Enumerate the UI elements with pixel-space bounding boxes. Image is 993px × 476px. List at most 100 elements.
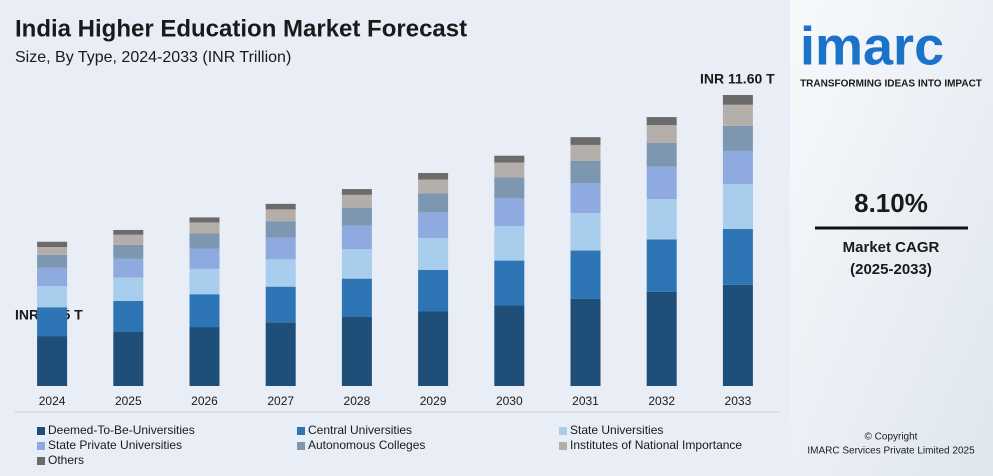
- bar-segment: [494, 177, 525, 199]
- bar-segment: [265, 322, 296, 386]
- x-tick-label: 2033: [725, 394, 752, 408]
- bar-segment: [418, 311, 449, 386]
- cagr-period: (2025-2033): [850, 261, 932, 278]
- legend-swatch: [37, 427, 45, 435]
- bar-segment: [646, 117, 677, 126]
- bar-segment: [265, 259, 296, 287]
- sidebar-panel: [790, 0, 993, 476]
- bar-segment: [113, 234, 144, 245]
- x-tick-label: 2025: [115, 394, 142, 408]
- x-tick-label: 2026: [191, 394, 218, 408]
- bar-segment: [189, 217, 220, 223]
- bar-segment: [37, 286, 68, 308]
- bar-segment: [113, 300, 144, 332]
- bar-segment: [570, 144, 601, 161]
- legend-label: Deemed-To-Be-Universities: [48, 423, 195, 437]
- bar-segment: [646, 199, 677, 240]
- bar-segment: [341, 317, 372, 386]
- x-tick-label: 2030: [496, 394, 523, 408]
- legend-label: State Universities: [570, 423, 663, 437]
- x-tick-label: 2028: [344, 394, 371, 408]
- bar-segment: [494, 260, 525, 306]
- bar-segment: [113, 229, 144, 235]
- bar-segment: [189, 222, 220, 234]
- bar-segment: [113, 331, 144, 386]
- bar-segment: [494, 305, 525, 386]
- cagr-value: 8.10%: [854, 188, 928, 218]
- bar-segment: [570, 183, 601, 214]
- x-tick-label: 2029: [420, 394, 447, 408]
- company: IMARC Services Private Limited 2025: [807, 446, 975, 457]
- bar-segment: [37, 267, 68, 287]
- bar-segment: [418, 269, 449, 312]
- legend-swatch: [37, 457, 45, 465]
- bar-segment: [494, 162, 525, 178]
- bar-segment: [265, 237, 296, 260]
- tagline: TRANSFORMING IDEAS INTO IMPACT: [800, 79, 982, 90]
- bar-segment: [265, 286, 296, 323]
- bar-segment: [418, 237, 449, 270]
- x-tick-label: 2032: [648, 394, 675, 408]
- bar-segment: [494, 225, 525, 261]
- bar-segment: [722, 150, 753, 185]
- bar-segment: [113, 258, 144, 278]
- annotation: INR 11.60 T: [700, 71, 775, 87]
- bar-segment: [189, 233, 220, 249]
- legend-label: Institutes of National Importance: [570, 438, 742, 452]
- bar-segment: [265, 209, 296, 222]
- bar-segment: [494, 155, 525, 163]
- bar-segment: [494, 198, 525, 226]
- legend-swatch: [37, 442, 45, 450]
- bar-segment: [113, 244, 144, 259]
- bar-segment: [37, 241, 68, 248]
- bar-segment: [341, 249, 372, 279]
- bar-segment: [418, 173, 449, 180]
- bar-segment: [722, 104, 753, 126]
- bar-segment: [37, 247, 68, 255]
- bar-segment: [37, 307, 68, 337]
- bar-segment: [570, 137, 601, 145]
- bar-segment: [37, 336, 68, 386]
- bar-segment: [341, 207, 372, 226]
- legend-label: Central Universities: [308, 423, 412, 437]
- x-tick-label: 2031: [572, 394, 599, 408]
- legend-swatch: [297, 427, 305, 435]
- bar-segment: [570, 298, 601, 386]
- bar-segment: [189, 294, 220, 328]
- bar-segment: [341, 278, 372, 318]
- bar-segment: [189, 327, 220, 386]
- bar-segment: [418, 193, 449, 213]
- bar-segment: [341, 189, 372, 195]
- x-tick-label: 2027: [267, 394, 294, 408]
- copyright: © Copyright: [865, 432, 918, 443]
- bar-segment: [265, 221, 296, 238]
- bar-segment: [646, 291, 677, 386]
- bar-segment: [418, 179, 449, 194]
- legend-label: Others: [48, 453, 84, 467]
- legend-swatch: [559, 442, 567, 450]
- bar-segment: [341, 225, 372, 250]
- bar-segment: [37, 254, 68, 268]
- bar-segment: [418, 212, 449, 238]
- bar-segment: [646, 142, 677, 167]
- chart-title: India Higher Education Market Forecast: [15, 15, 467, 42]
- bar-segment: [189, 268, 220, 295]
- bar-segment: [722, 184, 753, 229]
- x-tick-label: 2024: [39, 394, 66, 408]
- bar-segment: [646, 239, 677, 292]
- bar-segment: [341, 194, 372, 208]
- bar-segment: [722, 125, 753, 151]
- bar-segment: [189, 248, 220, 269]
- legend-label: State Private Universities: [48, 438, 182, 452]
- bar-segment: [570, 250, 601, 299]
- bar-segment: [570, 160, 601, 184]
- bar-segment: [722, 284, 753, 386]
- logo: imarc: [800, 16, 944, 76]
- bar-segment: [646, 166, 677, 200]
- bar-segment: [265, 203, 296, 210]
- legend-label: Autonomous Colleges: [308, 438, 425, 452]
- bar-segment: [722, 95, 753, 105]
- chart-subtitle: Size, By Type, 2024-2033 (INR Trillion): [15, 49, 291, 66]
